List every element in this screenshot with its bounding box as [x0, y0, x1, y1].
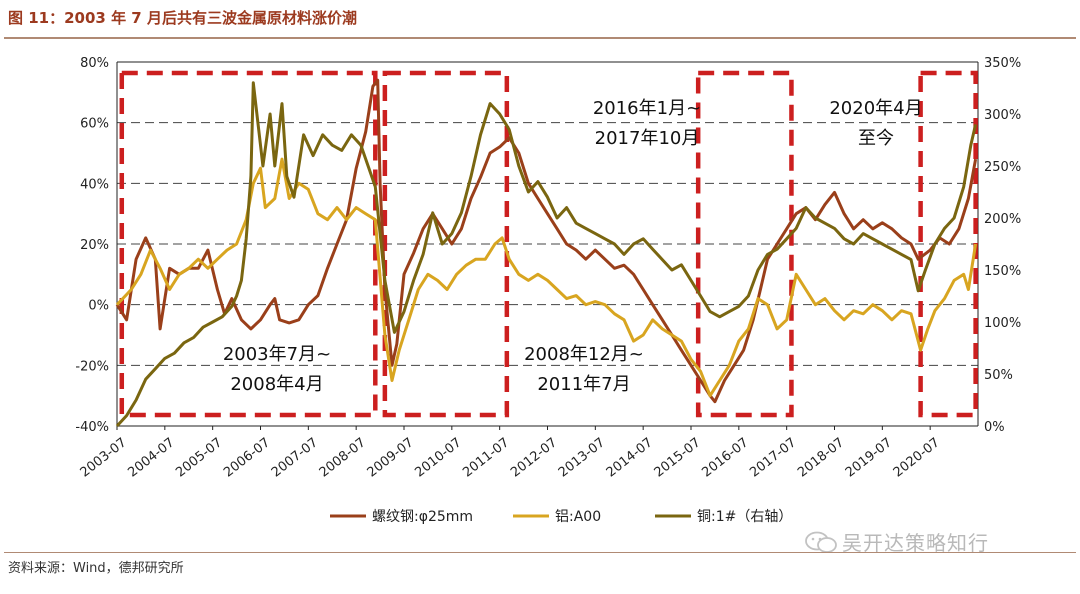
right-tick-label: 50% [984, 368, 1013, 383]
x-tick-label: 2006-07 [221, 435, 273, 480]
left-tick-label: 0% [88, 299, 109, 314]
x-tick-label: 2016-07 [699, 435, 751, 480]
left-tick-label: -20% [75, 359, 109, 374]
period-label-line2: 2017年10月 [595, 128, 700, 149]
period-box [695, 70, 794, 418]
period-box [382, 70, 510, 418]
right-tick-label: 100% [984, 316, 1021, 331]
source-note: 资料来源：Wind，德邦研究所 [8, 561, 184, 576]
series-line [115, 157, 978, 398]
right-tick-label: 300% [984, 108, 1021, 123]
x-tick-label: 2012-07 [508, 435, 560, 480]
period-boxes [119, 70, 978, 418]
period-box [918, 70, 978, 418]
left-tick-label: 80% [80, 56, 109, 71]
x-tick-label: 2007-07 [269, 435, 321, 480]
left-tick-label: 20% [80, 238, 109, 253]
right-tick-label: 0% [984, 420, 1005, 435]
legend-label: 铜:1#（右轴） [697, 509, 792, 525]
x-tick-label: 2009-07 [365, 435, 417, 480]
period-label-line2: 2011年7月 [537, 374, 630, 395]
series-line [115, 81, 978, 428]
footer-divider [4, 552, 1076, 553]
price-chart: 80% 60% 40% 20% 0% -20% -40% 350% 300% 250% 200% 15… [75, 56, 1021, 525]
period-label-line2: 2008年4月 [230, 374, 323, 395]
right-tick-label: 200% [984, 212, 1021, 227]
period-annotations: 2003年7月~ 2008年4月 2008年12月~ 2011年7月 2016年1月~ 2… [223, 98, 923, 395]
period-label-line1: 2008年12月~ [524, 344, 644, 365]
x-tick-label: 2014-07 [604, 435, 656, 480]
period-box [119, 70, 378, 418]
left-tick-label: -40% [75, 420, 109, 435]
right-tick-label: 250% [984, 160, 1021, 175]
title-divider [4, 37, 1076, 39]
series-lines [115, 78, 978, 428]
x-tick-label: 2015-07 [652, 435, 704, 480]
series-line [115, 78, 978, 404]
x-tick-label: 2020-07 [891, 435, 943, 480]
period-label-line1: 2003年7月~ [223, 344, 331, 365]
right-tick-label: 350% [984, 56, 1021, 71]
x-tick-label: 2005-07 [173, 435, 225, 480]
x-tick-label: 2004-07 [125, 435, 177, 480]
chart-title: 图 11：2003 年 7 月后共有三波金属原材料涨价潮 [8, 9, 357, 27]
x-tick-label: 2018-07 [795, 435, 847, 480]
legend: 螺纹钢:φ25mm 铝:A00 铜:1#（右轴） [330, 509, 792, 525]
grid-lines [117, 122, 978, 366]
x-tick-label: 2008-07 [317, 435, 369, 480]
period-label-line1: 2020年4月 [829, 98, 922, 119]
watermark-text: 吴开达策略知行 [842, 531, 989, 555]
x-tick-label: 2013-07 [556, 435, 608, 480]
legend-label: 铝:A00 [555, 509, 601, 525]
x-tick-label: 2003-07 [78, 435, 130, 480]
legend-label: 螺纹钢:φ25mm [372, 509, 473, 525]
wechat-icon [805, 531, 837, 553]
period-label-line1: 2016年1月~ [593, 98, 701, 119]
x-tick-label: 2010-07 [412, 435, 464, 480]
left-tick-label: 60% [80, 117, 109, 132]
period-label-line2: 至今 [858, 128, 894, 149]
x-tick-label: 2019-07 [843, 435, 895, 480]
right-tick-label: 150% [984, 264, 1021, 279]
x-tick-label: 2017-07 [747, 435, 799, 480]
x-tick-label: 2011-07 [460, 435, 512, 480]
left-tick-label: 40% [80, 177, 109, 192]
